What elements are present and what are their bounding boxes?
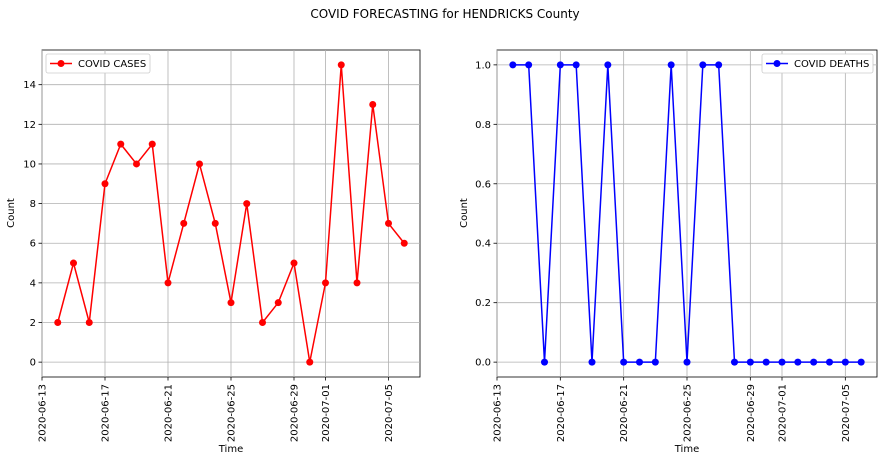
cases-data-points (54, 61, 408, 366)
cases-data-point (101, 180, 109, 188)
deaths-x-tick-label: 2020-06-21 (619, 384, 630, 442)
cases-y-tick-label: 0 (30, 358, 36, 369)
deaths-data-point (762, 358, 770, 366)
cases-legend-marker (57, 60, 65, 67)
cases-data-point (274, 299, 282, 307)
cases-data-point (353, 279, 361, 287)
cases-legend-label: COVID CASES (78, 59, 146, 70)
cases-y-tick-label: 2 (30, 318, 36, 329)
cases-x-tick-label: 2020-06-21 (164, 384, 175, 442)
deaths-data-point (731, 358, 738, 366)
deaths-grid (496, 50, 877, 377)
cases-data-point (133, 160, 140, 168)
cases-y-tick-label: 8 (30, 199, 36, 210)
cases-y-tick-label: 12 (23, 120, 36, 131)
deaths-data-point (525, 61, 533, 69)
cases-data-point (385, 219, 392, 227)
deaths-data-point (683, 358, 691, 366)
cases-data-point (148, 140, 156, 148)
cases-data-point (369, 101, 377, 108)
deaths-legend-box (761, 53, 874, 74)
deaths-x-tick-label: 2020-07-05 (841, 384, 852, 442)
cases-data-point (54, 319, 62, 326)
deaths-chart: 0.00.20.40.60.81.0 2020-06-13 2020-06-17 2… (459, 49, 878, 455)
cases-data-point (290, 259, 298, 267)
cases-x-tick-label: 2020-06-17 (101, 384, 112, 442)
cases-grid (41, 50, 420, 377)
deaths-x-ticks: 2020-06-13 2020-06-17 2020-06-21 2020-06-25… (493, 377, 852, 442)
cases-x-tick-label: 2020-06-29 (290, 384, 301, 442)
deaths-data-points (509, 61, 865, 366)
deaths-y-tick-label: 0.8 (475, 120, 491, 131)
cases-x-ticks: 2020-06-13 2020-06-17 2020-06-21 2020-06-25… (38, 377, 395, 442)
deaths-data-point (699, 61, 707, 69)
cases-data-point (243, 200, 251, 208)
deaths-x-tick-label: 2020-06-13 (493, 384, 504, 442)
cases-y-tick-label: 10 (23, 159, 36, 170)
deaths-x-axis-label: Time (674, 444, 699, 455)
figure-title: COVID FORECASTING for HENDRICKS County (310, 7, 579, 21)
cases-data-point (196, 160, 203, 168)
cases-data-point (306, 358, 314, 366)
deaths-data-point (810, 358, 818, 366)
cases-y-tick-label: 14 (23, 80, 36, 91)
deaths-y-tick-label: 0.6 (475, 179, 491, 190)
cases-data-point (227, 299, 235, 307)
deaths-y-ticks: 0.0 0.2 0.4 0.6 0.8 1.0 (475, 60, 497, 369)
cases-data-point (322, 279, 329, 287)
deaths-data-point (667, 61, 675, 69)
deaths-data-point (509, 61, 517, 69)
deaths-y-tick-label: 0.0 (475, 358, 491, 369)
deaths-data-point (778, 358, 786, 366)
deaths-data-point (556, 61, 564, 69)
cases-data-point (85, 319, 93, 326)
deaths-legend-marker (773, 60, 781, 67)
cases-y-ticks: 0 2 4 6 8 10 12 14 (23, 80, 42, 369)
cases-legend-box (45, 53, 151, 74)
deaths-data-point (794, 358, 802, 366)
deaths-data-point (746, 358, 754, 366)
cases-data-point (337, 61, 345, 69)
deaths-x-tick-label: 2020-06-17 (556, 384, 567, 442)
deaths-data-point (841, 358, 849, 366)
deaths-y-tick-label: 0.4 (475, 239, 491, 250)
cases-y-tick-label: 6 (30, 239, 36, 250)
cases-data-point (211, 219, 219, 227)
cases-x-axis-label: Time (218, 444, 243, 455)
cases-data-point (70, 259, 77, 267)
deaths-data-point (651, 358, 659, 366)
cases-x-tick-label: 2020-07-05 (384, 384, 395, 442)
deaths-data-point (572, 61, 580, 69)
cases-data-point (400, 239, 408, 247)
deaths-data-point (588, 358, 596, 366)
deaths-y-tick-label: 1.0 (475, 60, 491, 71)
deaths-x-tick-label: 2020-06-25 (683, 384, 694, 442)
deaths-legend-label: COVID DEATHS (794, 59, 869, 70)
cases-y-axis-label: Count (6, 198, 17, 228)
cases-y-tick-label: 4 (30, 278, 36, 289)
deaths-data-point (604, 61, 612, 69)
deaths-legend: COVID DEATHS (761, 53, 874, 74)
deaths-data-point (620, 358, 628, 366)
cases-data-point (180, 219, 188, 227)
deaths-x-tick-label: 2020-07-01 (778, 384, 789, 442)
cases-x-tick-label: 2020-07-01 (321, 384, 332, 442)
deaths-data-point (826, 358, 833, 366)
deaths-data-point (857, 358, 865, 366)
cases-x-tick-label: 2020-06-13 (38, 384, 49, 442)
deaths-y-axis-label: Count (459, 198, 470, 228)
deaths-data-point (541, 358, 548, 366)
deaths-data-point (715, 61, 723, 69)
deaths-x-tick-label: 2020-06-29 (746, 384, 757, 442)
cases-x-tick-label: 2020-06-25 (227, 384, 238, 442)
cases-data-point (259, 319, 266, 326)
cases-data-point (117, 140, 125, 148)
cases-legend: COVID CASES (45, 53, 151, 74)
deaths-y-tick-label: 0.2 (475, 298, 491, 309)
cases-data-point (164, 279, 172, 287)
deaths-data-point (636, 358, 643, 366)
